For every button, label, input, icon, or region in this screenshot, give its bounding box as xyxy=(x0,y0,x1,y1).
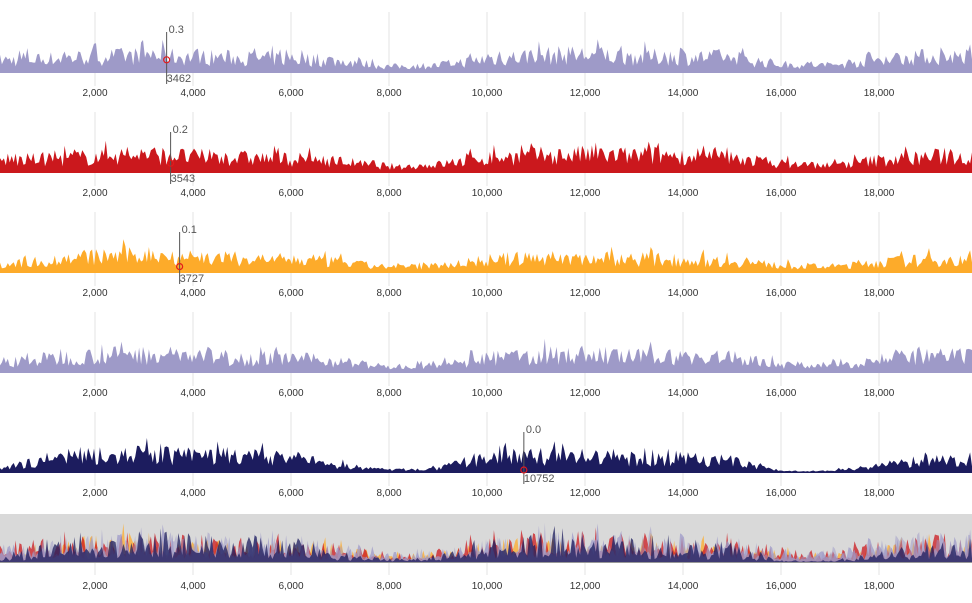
x-tick-label: 12,000 xyxy=(570,388,601,399)
focus-value-label: 0.0 xyxy=(526,424,541,436)
x-tick-label: 18,000 xyxy=(864,388,895,399)
x-tick-label: 14,000 xyxy=(668,488,699,499)
chart-row-3: 2,000 4,000 6,000 8,000 10,000 12,000 14,000 16… xyxy=(0,212,972,299)
x-tick-label: 10,000 xyxy=(472,288,503,299)
x-tick-label: 6,000 xyxy=(278,188,303,199)
x-tick-label: 10,000 xyxy=(472,88,503,99)
x-tick-label: 12,000 xyxy=(570,581,601,592)
x-tick-label: 10,000 xyxy=(472,488,503,499)
focus-circle xyxy=(167,159,175,167)
x-tick-label: 2,000 xyxy=(82,388,107,399)
x-tick-label: 16,000 xyxy=(766,288,797,299)
focus-x-label: 3543 xyxy=(171,173,195,185)
x-tick-label: 4,000 xyxy=(180,288,205,299)
chart-row-1: 2,000 4,000 6,000 8,000 10,000 12,000 14,000 16… xyxy=(0,12,972,99)
x-tick-label: 16,000 xyxy=(766,188,797,199)
focus-marker: 0.3 3462 xyxy=(163,24,191,85)
x-tick-label: 16,000 xyxy=(766,388,797,399)
x-tick-label: 14,000 xyxy=(668,188,699,199)
x-tick-label: 12,000 xyxy=(570,88,601,99)
x-tick-label: 6,000 xyxy=(278,581,303,592)
x-tick-label: 8,000 xyxy=(376,581,401,592)
x-tick-label: 8,000 xyxy=(376,88,401,99)
focus-x-label: 3727 xyxy=(180,273,204,285)
x-tick-label: 18,000 xyxy=(864,88,895,99)
x-tick-label: 4,000 xyxy=(180,388,205,399)
x-tick-label: 10,000 xyxy=(472,388,503,399)
focus-value-label: 0.1 xyxy=(182,224,197,236)
x-tick-label: 6,000 xyxy=(278,88,303,99)
series-area xyxy=(0,438,972,472)
x-tick-label: 4,000 xyxy=(180,88,205,99)
focus-value-label: 0.3 xyxy=(169,24,184,36)
x-tick-label: 16,000 xyxy=(766,581,797,592)
series-area xyxy=(0,239,972,272)
x-tick-label: 2,000 xyxy=(82,188,107,199)
x-tick-label: 12,000 xyxy=(570,188,601,199)
x-tick-label: 4,000 xyxy=(180,488,205,499)
focus-value-label: 0.2 xyxy=(173,124,188,136)
x-tick-label: 14,000 xyxy=(668,388,699,399)
x-tick-label: 2,000 xyxy=(82,288,107,299)
chart-row-2: 2,000 4,000 6,000 8,000 10,000 12,000 14,000 16… xyxy=(0,112,972,199)
overview-chart[interactable]: 2,000 4,000 6,000 8,000 10,000 12,000 14,000 16… xyxy=(0,514,972,592)
x-tick-label: 8,000 xyxy=(376,488,401,499)
focus-circle xyxy=(176,263,184,271)
x-tick-label: 16,000 xyxy=(766,88,797,99)
x-tick-label: 14,000 xyxy=(668,288,699,299)
series-area xyxy=(0,338,972,372)
focus-circle xyxy=(163,56,171,64)
x-tick-label: 10,000 xyxy=(472,188,503,199)
x-tick-label: 18,000 xyxy=(864,288,895,299)
x-tick-label: 14,000 xyxy=(668,581,699,592)
x-tick-label: 6,000 xyxy=(278,388,303,399)
x-tick-label: 18,000 xyxy=(864,581,895,592)
overview-series-area xyxy=(0,525,972,562)
x-tick-label: 12,000 xyxy=(570,288,601,299)
focus-circle xyxy=(520,466,528,474)
focus-marker: 0.2 3543 xyxy=(167,124,195,185)
x-tick-label: 14,000 xyxy=(668,88,699,99)
x-tick-label: 6,000 xyxy=(278,288,303,299)
x-tick-label: 8,000 xyxy=(376,288,401,299)
focus-marker: 0.1 3727 xyxy=(176,224,204,285)
focus-x-label: 3462 xyxy=(167,73,191,85)
x-tick-label: 10,000 xyxy=(472,581,503,592)
x-tick-label: 6,000 xyxy=(278,488,303,499)
x-tick-label: 2,000 xyxy=(82,488,107,499)
x-tick-label: 8,000 xyxy=(376,188,401,199)
series-area xyxy=(0,140,972,172)
x-tick-label: 18,000 xyxy=(864,188,895,199)
x-tick-label: 8,000 xyxy=(376,388,401,399)
x-tick-label: 16,000 xyxy=(766,488,797,499)
x-tick-label: 4,000 xyxy=(180,581,205,592)
series-area xyxy=(0,39,972,72)
x-tick-label: 2,000 xyxy=(82,581,107,592)
x-tick-label: 18,000 xyxy=(864,488,895,499)
x-tick-label: 2,000 xyxy=(82,88,107,99)
x-tick-label: 4,000 xyxy=(180,188,205,199)
focus-marker: 0.0 10752 xyxy=(520,424,555,485)
x-tick-label: 12,000 xyxy=(570,488,601,499)
chart-row-5: 2,000 4,000 6,000 8,000 10,000 12,000 14,000 16… xyxy=(0,412,972,499)
chart-row-4: 2,000 4,000 6,000 8,000 10,000 12,000 14,000 16… xyxy=(0,312,972,399)
focus-x-label: 10752 xyxy=(524,473,555,485)
